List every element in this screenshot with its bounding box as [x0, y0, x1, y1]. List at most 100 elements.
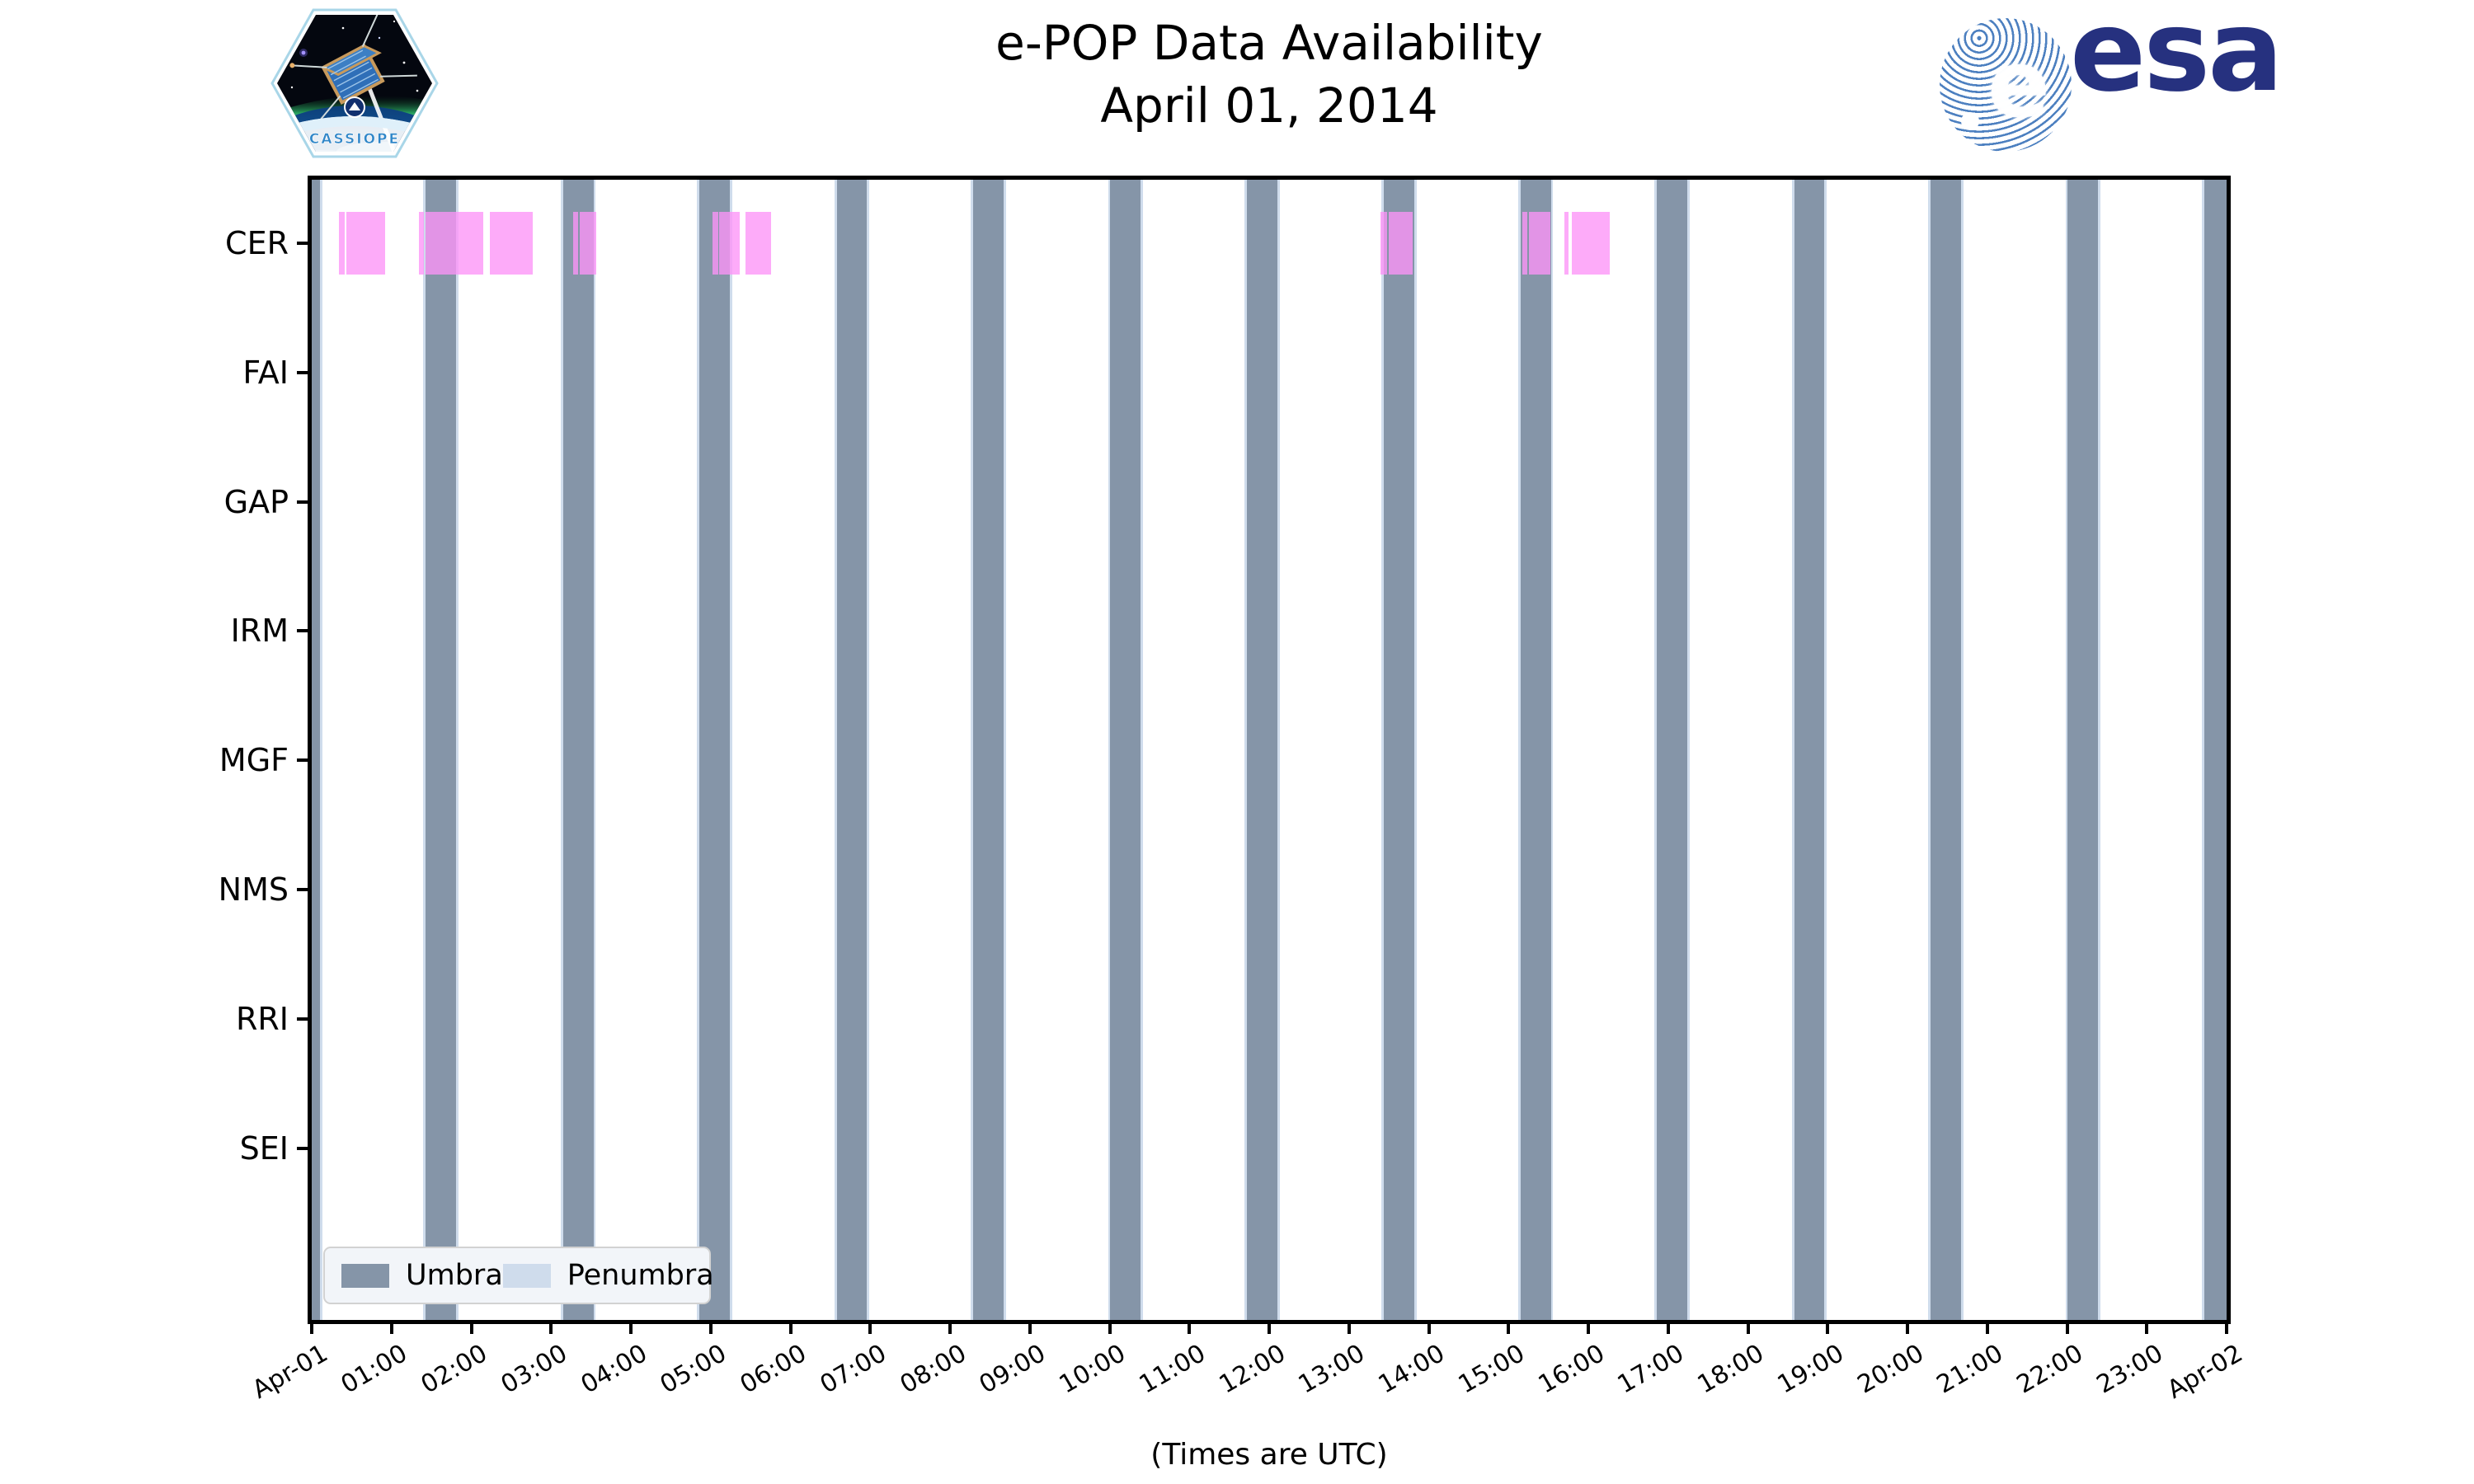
- plot-area: Umbra Penumbra: [308, 176, 2231, 1324]
- x-tick-label: 08:00: [895, 1339, 971, 1400]
- cassiope-wordmark: CASSIOPE: [309, 131, 400, 148]
- x-tick: [469, 1324, 473, 1334]
- esa-logo-icon: e esa: [1940, 0, 2474, 157]
- umbra-bar: [1794, 180, 1825, 1320]
- legend-entry-umbra: Umbra: [341, 1259, 503, 1292]
- y-tick-label-gap: GAP: [223, 483, 289, 520]
- x-tick: [1028, 1324, 1032, 1334]
- x-tick: [1826, 1324, 1830, 1334]
- availability-bar-cer: [719, 212, 740, 275]
- y-tick-label-cer: CER: [225, 225, 289, 261]
- umbra-bar: [973, 180, 1004, 1320]
- x-tick-label: Apr-02: [2162, 1339, 2248, 1405]
- umbra-bar: [426, 180, 457, 1320]
- umbra-bar: [1657, 180, 1687, 1320]
- x-tick-label: 21:00: [1931, 1339, 2009, 1400]
- x-tick-label: 07:00: [815, 1339, 891, 1400]
- cassiope-logo-icon: CASSIOPE: [270, 5, 439, 162]
- x-tick: [1347, 1324, 1351, 1334]
- availability-bar-cer: [580, 212, 597, 275]
- x-axis-title: (Times are UTC): [1150, 1438, 1388, 1472]
- x-tick: [1188, 1324, 1192, 1334]
- x-tick-label: 10:00: [1054, 1339, 1131, 1400]
- x-tick: [868, 1324, 872, 1334]
- y-tick: [297, 629, 308, 633]
- y-tick-label-rri: RRI: [235, 1000, 289, 1037]
- umbra-bar: [2067, 180, 2099, 1320]
- x-tick-label: 23:00: [2091, 1339, 2168, 1400]
- x-tick-label: 12:00: [1214, 1339, 1291, 1400]
- x-tick: [708, 1324, 713, 1334]
- umbra-bar: [312, 180, 320, 1320]
- y-tick: [297, 888, 308, 891]
- availability-bar-cer: [1564, 212, 1569, 275]
- availability-bar-cer: [1522, 212, 1528, 275]
- y-tick: [297, 500, 308, 504]
- availability-bar-cer: [573, 212, 579, 275]
- legend: Umbra Penumbra: [323, 1247, 714, 1304]
- availability-bar-cer: [426, 212, 483, 275]
- legend-label-penumbra: Penumbra: [567, 1259, 714, 1292]
- x-tick: [389, 1324, 393, 1334]
- chart-title: e-POP Data Availability April 01, 2014: [857, 12, 1681, 137]
- x-tick: [1906, 1324, 1909, 1334]
- x-tick: [1108, 1324, 1112, 1334]
- availability-bar-cer: [338, 212, 345, 275]
- umbra-bar: [1931, 180, 1961, 1320]
- x-tick-label: 19:00: [1772, 1339, 1849, 1400]
- umbra-bar: [1520, 180, 1551, 1320]
- availability-bar-cer: [489, 212, 533, 275]
- plot-canvas: [312, 180, 2227, 1320]
- availability-bar-cer: [712, 212, 719, 275]
- y-tick-label-fai: FAI: [242, 354, 289, 391]
- x-tick: [788, 1324, 793, 1334]
- umbra-bar: [2204, 180, 2227, 1320]
- y-tick: [297, 758, 308, 763]
- x-tick: [310, 1324, 313, 1334]
- y-tick: [297, 1146, 308, 1150]
- availability-bar-cer: [1571, 212, 1611, 275]
- x-tick-label: 17:00: [1612, 1339, 1690, 1400]
- availability-bar-cer: [346, 212, 385, 275]
- y-tick: [297, 370, 308, 374]
- umbra-bar: [562, 180, 594, 1320]
- title-line-2: April 01, 2014: [1100, 77, 1438, 134]
- y-tick-label-irm: IRM: [230, 613, 289, 650]
- x-tick: [1268, 1324, 1271, 1334]
- esa-globe-letter: e: [1987, 31, 2050, 139]
- umbra-bar: [1246, 180, 1277, 1320]
- penumbra-swatch: [502, 1263, 551, 1288]
- x-tick: [2065, 1324, 2069, 1334]
- availability-bar-cer: [418, 212, 425, 275]
- availability-bar-cer: [1380, 212, 1388, 275]
- x-tick: [1985, 1324, 1989, 1334]
- y-tick-label-sei: SEI: [239, 1129, 289, 1167]
- x-tick-label: 18:00: [1692, 1339, 1769, 1400]
- legend-label-umbra: Umbra: [406, 1259, 503, 1292]
- esa-globe-icon: e: [1940, 18, 2072, 152]
- x-tick: [1666, 1324, 1670, 1334]
- availability-bar-cer: [745, 212, 772, 275]
- x-tick: [948, 1324, 952, 1334]
- x-tick-label: 03:00: [496, 1339, 572, 1400]
- esa-wordmark: esa: [2070, 0, 2284, 117]
- satellite: [289, 15, 417, 129]
- esa-globe-dot: [1961, 112, 1979, 130]
- x-tick-label: 13:00: [1293, 1339, 1371, 1400]
- x-tick-label: 02:00: [416, 1339, 492, 1400]
- x-tick: [629, 1324, 633, 1334]
- x-tick: [1507, 1324, 1511, 1334]
- umbra-bar: [1110, 180, 1141, 1320]
- umbra-bar: [699, 180, 730, 1320]
- y-tick-label-mgf: MGF: [219, 742, 289, 779]
- x-tick-label: 20:00: [1852, 1339, 1929, 1400]
- x-tick: [1427, 1324, 1431, 1334]
- legend-entry-penumbra: Penumbra: [502, 1259, 714, 1292]
- x-tick: [2145, 1324, 2149, 1334]
- x-tick: [549, 1324, 553, 1334]
- y-tick: [297, 1017, 308, 1021]
- x-tick-label: 05:00: [655, 1339, 732, 1400]
- y-tick: [297, 242, 308, 245]
- availability-bar-cer: [1389, 212, 1413, 275]
